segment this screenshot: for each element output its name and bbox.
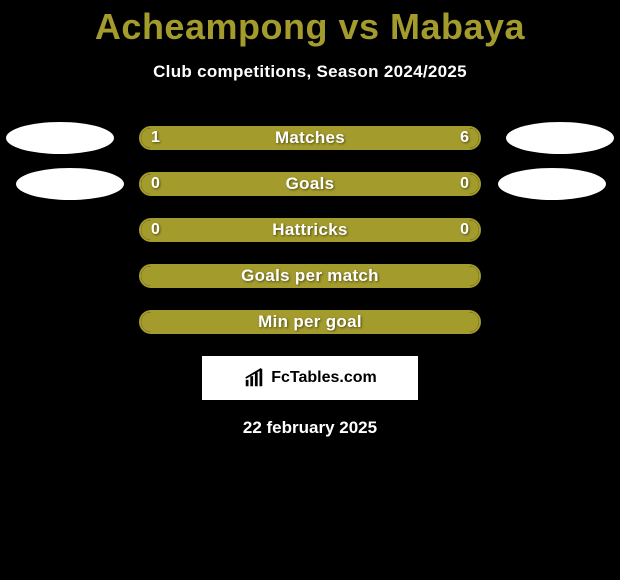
stat-row-hattricks: 0 Hattricks 0 xyxy=(0,218,620,242)
stat-row-goals: 0 Goals 0 xyxy=(0,172,620,196)
stat-label: Matches xyxy=(141,128,479,148)
stat-bar: 0 Hattricks 0 xyxy=(139,218,481,242)
stats-area: 1 Matches 6 0 Goals 0 0 Hattricks 0 xyxy=(0,126,620,438)
player-right-avatar xyxy=(498,168,606,200)
date-line: 22 february 2025 xyxy=(0,418,620,438)
stat-row-min-per-goal: Min per goal xyxy=(0,310,620,334)
subtitle: Club competitions, Season 2024/2025 xyxy=(0,62,620,82)
stat-value-right: 0 xyxy=(460,221,469,239)
player-right-avatar xyxy=(506,122,614,154)
page-title: Acheampong vs Mabaya xyxy=(0,6,620,48)
stat-label: Goals xyxy=(141,174,479,194)
stat-label: Hattricks xyxy=(141,220,479,240)
chart-icon xyxy=(243,367,265,389)
stat-value-right: 0 xyxy=(460,175,469,193)
stat-bar: Goals per match xyxy=(139,264,481,288)
brand-box[interactable]: FcTables.com xyxy=(202,356,418,400)
stat-value-right: 6 xyxy=(460,129,469,147)
stat-row-goals-per-match: Goals per match xyxy=(0,264,620,288)
player-left-avatar xyxy=(6,122,114,154)
stat-row-matches: 1 Matches 6 xyxy=(0,126,620,150)
stat-label: Min per goal xyxy=(141,312,479,332)
brand-text: FcTables.com xyxy=(271,369,377,387)
comparison-widget: Acheampong vs Mabaya Club competitions, … xyxy=(0,0,620,438)
stat-label: Goals per match xyxy=(141,266,479,286)
stat-bar: Min per goal xyxy=(139,310,481,334)
stat-bar: 0 Goals 0 xyxy=(139,172,481,196)
player-left-avatar xyxy=(16,168,124,200)
stat-bar: 1 Matches 6 xyxy=(139,126,481,150)
